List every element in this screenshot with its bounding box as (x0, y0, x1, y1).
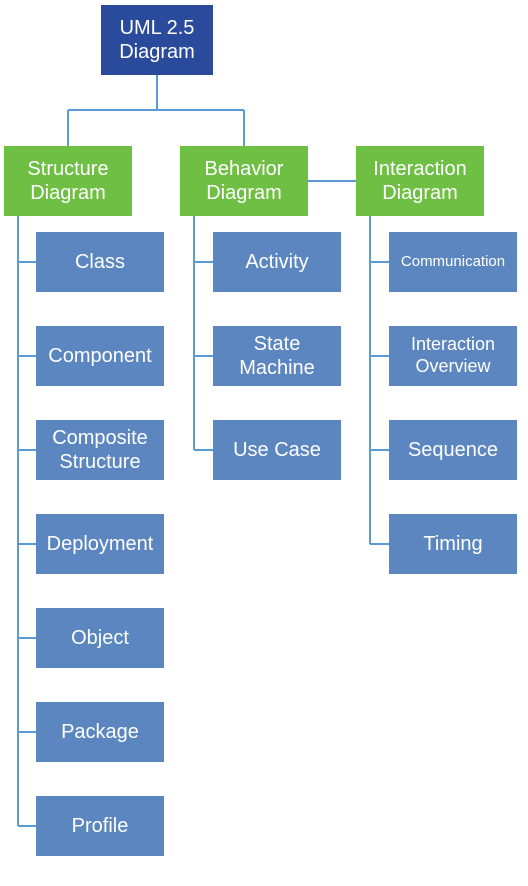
node-state-label: State Machine (217, 332, 337, 380)
node-composite-label: Composite Structure (40, 426, 160, 474)
node-comm: Communication (389, 232, 517, 292)
node-structure-label: Structure Diagram (8, 157, 128, 205)
node-state: State Machine (213, 326, 341, 386)
node-comm-label: Communication (401, 253, 505, 271)
node-behavior: Behavior Diagram (180, 146, 308, 216)
node-package-label: Package (61, 720, 139, 744)
node-intover: Interaction Overview (389, 326, 517, 386)
node-intover-label: Interaction Overview (393, 334, 513, 377)
node-component-label: Component (48, 344, 151, 368)
node-composite: Composite Structure (36, 420, 164, 480)
node-activity: Activity (213, 232, 341, 292)
node-sequence-label: Sequence (408, 438, 498, 462)
node-behavior-label: Behavior Diagram (184, 157, 304, 205)
node-usecase-label: Use Case (233, 438, 321, 462)
node-sequence: Sequence (389, 420, 517, 480)
node-package: Package (36, 702, 164, 762)
node-usecase: Use Case (213, 420, 341, 480)
node-class: Class (36, 232, 164, 292)
node-timing-label: Timing (423, 532, 482, 556)
node-object-label: Object (71, 626, 129, 650)
node-root-label: UML 2.5 Diagram (105, 16, 209, 64)
node-class-label: Class (75, 250, 125, 274)
node-deployment-label: Deployment (47, 532, 154, 556)
node-root: UML 2.5 Diagram (101, 5, 213, 75)
node-interaction: Interaction Diagram (356, 146, 484, 216)
node-structure: Structure Diagram (4, 146, 132, 216)
node-component: Component (36, 326, 164, 386)
node-timing: Timing (389, 514, 517, 574)
node-profile: Profile (36, 796, 164, 856)
node-profile-label: Profile (72, 814, 129, 838)
node-interaction-label: Interaction Diagram (360, 157, 480, 205)
node-activity-label: Activity (245, 250, 308, 274)
node-object: Object (36, 608, 164, 668)
node-deployment: Deployment (36, 514, 164, 574)
